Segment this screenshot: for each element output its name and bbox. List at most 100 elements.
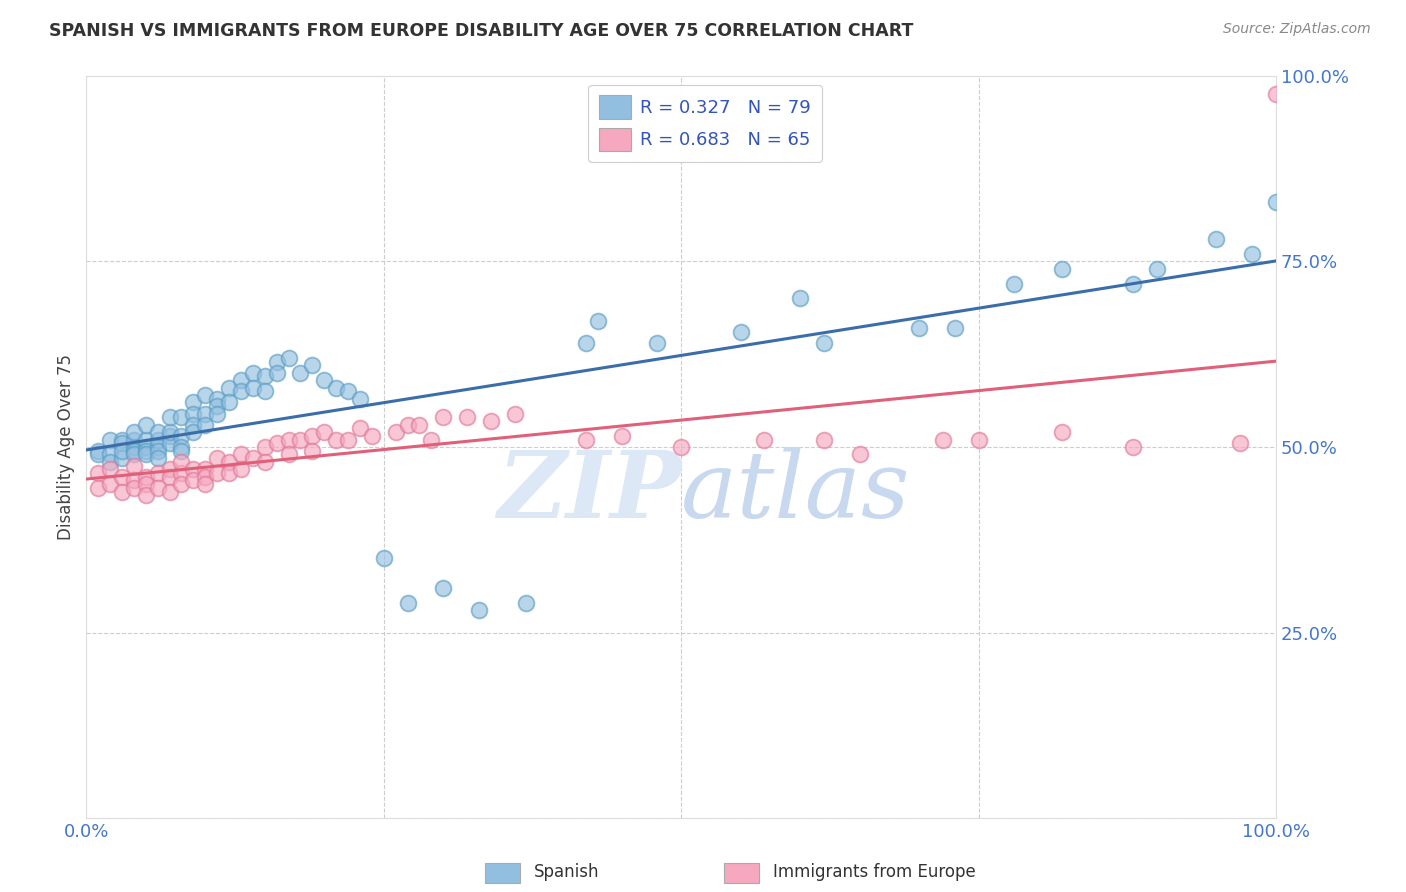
Point — [1050, 425, 1073, 439]
Point — [146, 481, 169, 495]
Point — [194, 407, 217, 421]
Point — [1205, 232, 1227, 246]
Point — [503, 407, 526, 421]
Point — [610, 429, 633, 443]
Point — [98, 462, 121, 476]
Point — [111, 443, 134, 458]
Point — [575, 433, 598, 447]
Point — [301, 429, 323, 443]
Point — [122, 458, 145, 473]
Point — [194, 417, 217, 432]
Point — [159, 410, 181, 425]
Point — [337, 384, 360, 399]
Point — [813, 336, 835, 351]
Point — [468, 603, 491, 617]
Point — [122, 433, 145, 447]
Point — [647, 336, 669, 351]
Point — [146, 433, 169, 447]
Point — [1002, 277, 1025, 291]
Point — [98, 447, 121, 461]
Point — [456, 410, 478, 425]
Point — [349, 421, 371, 435]
Point — [183, 417, 205, 432]
Point — [87, 466, 110, 480]
Point — [325, 380, 347, 394]
Point — [170, 429, 193, 443]
Point — [194, 477, 217, 491]
Point — [98, 477, 121, 491]
Point — [730, 325, 752, 339]
Point — [194, 388, 217, 402]
Point — [266, 436, 288, 450]
Point — [159, 469, 181, 483]
Point — [205, 399, 228, 413]
Point — [360, 429, 382, 443]
Point — [277, 447, 299, 461]
Point — [218, 466, 240, 480]
Point — [515, 596, 537, 610]
Point — [218, 380, 240, 394]
Point — [87, 447, 110, 461]
Point — [135, 443, 157, 458]
Point — [253, 440, 276, 454]
Point — [943, 321, 966, 335]
Point — [1229, 436, 1251, 450]
Point — [253, 455, 276, 469]
Point — [575, 336, 598, 351]
Point — [98, 455, 121, 469]
Point — [1241, 247, 1264, 261]
Point — [396, 596, 419, 610]
Point — [183, 474, 205, 488]
Point — [146, 440, 169, 454]
Point — [170, 440, 193, 454]
Text: Immigrants from Europe: Immigrants from Europe — [773, 863, 976, 881]
Point — [183, 407, 205, 421]
Y-axis label: Disability Age Over 75: Disability Age Over 75 — [58, 354, 75, 540]
Point — [111, 451, 134, 466]
Point — [135, 488, 157, 502]
Point — [159, 425, 181, 439]
Point — [146, 466, 169, 480]
Point — [98, 433, 121, 447]
Point — [194, 469, 217, 483]
Point — [290, 433, 312, 447]
Point — [337, 433, 360, 447]
Point — [349, 392, 371, 406]
Point — [242, 451, 264, 466]
Point — [159, 484, 181, 499]
Point — [135, 433, 157, 447]
Point — [789, 292, 811, 306]
Text: Spanish: Spanish — [534, 863, 600, 881]
Point — [408, 417, 430, 432]
Point — [146, 425, 169, 439]
Point — [396, 417, 419, 432]
Point — [1146, 261, 1168, 276]
Point — [170, 443, 193, 458]
Point — [908, 321, 931, 335]
Point — [122, 425, 145, 439]
Point — [301, 358, 323, 372]
Point — [1265, 87, 1288, 101]
Point — [183, 425, 205, 439]
Point — [122, 474, 145, 488]
Point — [146, 443, 169, 458]
Point — [159, 429, 181, 443]
Point — [432, 410, 454, 425]
Point — [135, 477, 157, 491]
Point — [218, 395, 240, 409]
Point — [253, 384, 276, 399]
Point — [122, 440, 145, 454]
Point — [229, 373, 252, 387]
Point — [290, 366, 312, 380]
Point — [111, 433, 134, 447]
Point — [848, 447, 870, 461]
Point — [266, 366, 288, 380]
Point — [229, 384, 252, 399]
Text: ZIP: ZIP — [496, 447, 681, 537]
Point — [242, 380, 264, 394]
Text: Source: ZipAtlas.com: Source: ZipAtlas.com — [1223, 22, 1371, 37]
Point — [205, 451, 228, 466]
Point — [135, 469, 157, 483]
Point — [754, 433, 776, 447]
Point — [266, 354, 288, 368]
